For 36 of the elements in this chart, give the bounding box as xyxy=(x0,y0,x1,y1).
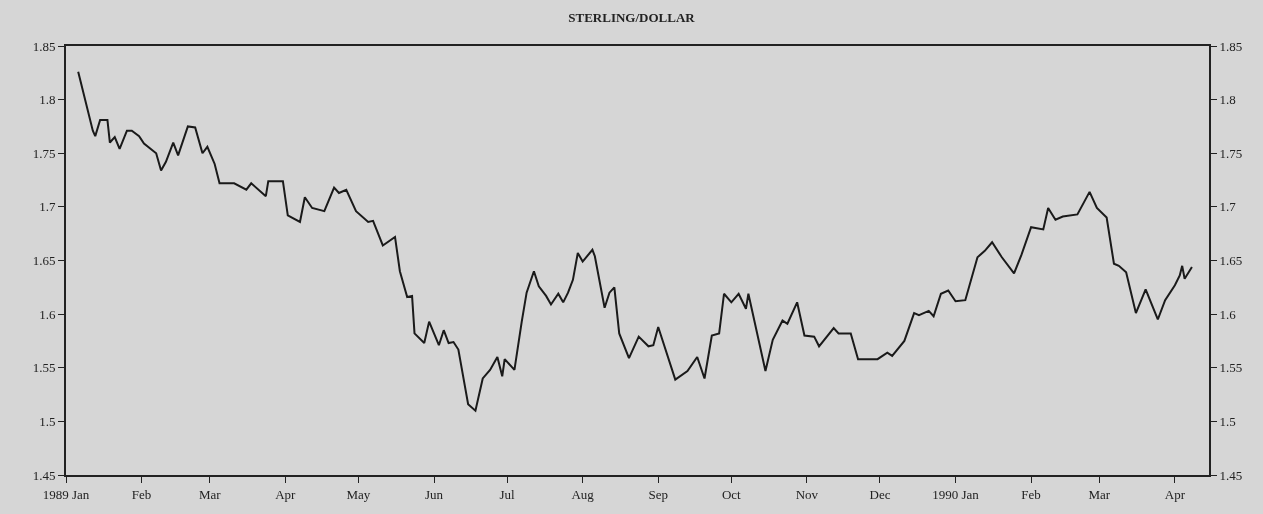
x-tick-label: Apr xyxy=(1164,486,1186,502)
line-series xyxy=(77,70,1193,412)
x-tick-label: Sep xyxy=(648,486,668,502)
y-tick-label: 1.55 xyxy=(32,360,56,376)
x-tick-label: Jun xyxy=(424,486,444,502)
x-tick-label: Oct xyxy=(721,486,742,502)
y2-tick-label: 1.6 xyxy=(1219,306,1237,322)
x-tick-label: Aug xyxy=(571,486,595,502)
y2-tick-label: 1.45 xyxy=(1219,467,1243,483)
x-tick-label: Feb xyxy=(1021,486,1041,502)
y2-tick-label: 1.7 xyxy=(1219,199,1237,215)
x-tick-label: 1989 Jan xyxy=(42,486,90,502)
x-tick-label: Feb xyxy=(131,486,152,502)
y2-tick-label: 1.5 xyxy=(1219,413,1236,429)
y-tick-label: 1.45 xyxy=(32,467,56,483)
y2-tick-label: 1.65 xyxy=(1219,253,1243,269)
x-tick-label: Mar xyxy=(1088,486,1111,502)
y-tick-label: 1.5 xyxy=(39,413,56,429)
x-tick-label: Dec xyxy=(869,486,891,502)
y-tick-label: 1.65 xyxy=(32,253,56,269)
x-tick-label: Jul xyxy=(499,486,516,502)
x-tick-label: Mar xyxy=(198,486,222,502)
y-tick-label: 1.8 xyxy=(39,92,56,108)
x-tick-label: May xyxy=(346,486,371,502)
y-tick-label: 1.75 xyxy=(32,145,56,161)
y-tick-label: 1.6 xyxy=(39,306,56,322)
x-tick-label: Nov xyxy=(795,486,819,502)
x-tick-label: 1990 Jan xyxy=(932,486,980,502)
chart-title: STERLING/DOLLAR xyxy=(568,9,696,25)
x-tick-label: Apr xyxy=(275,486,297,502)
y-tick-label: 1.7 xyxy=(39,199,56,215)
y-tick-label: 1.85 xyxy=(32,38,56,54)
y2-tick-label: 1.85 xyxy=(1219,38,1243,54)
y2-tick-label: 1.55 xyxy=(1219,360,1243,376)
y2-tick-label: 1.8 xyxy=(1219,92,1236,108)
y2-tick-label: 1.75 xyxy=(1219,145,1243,161)
